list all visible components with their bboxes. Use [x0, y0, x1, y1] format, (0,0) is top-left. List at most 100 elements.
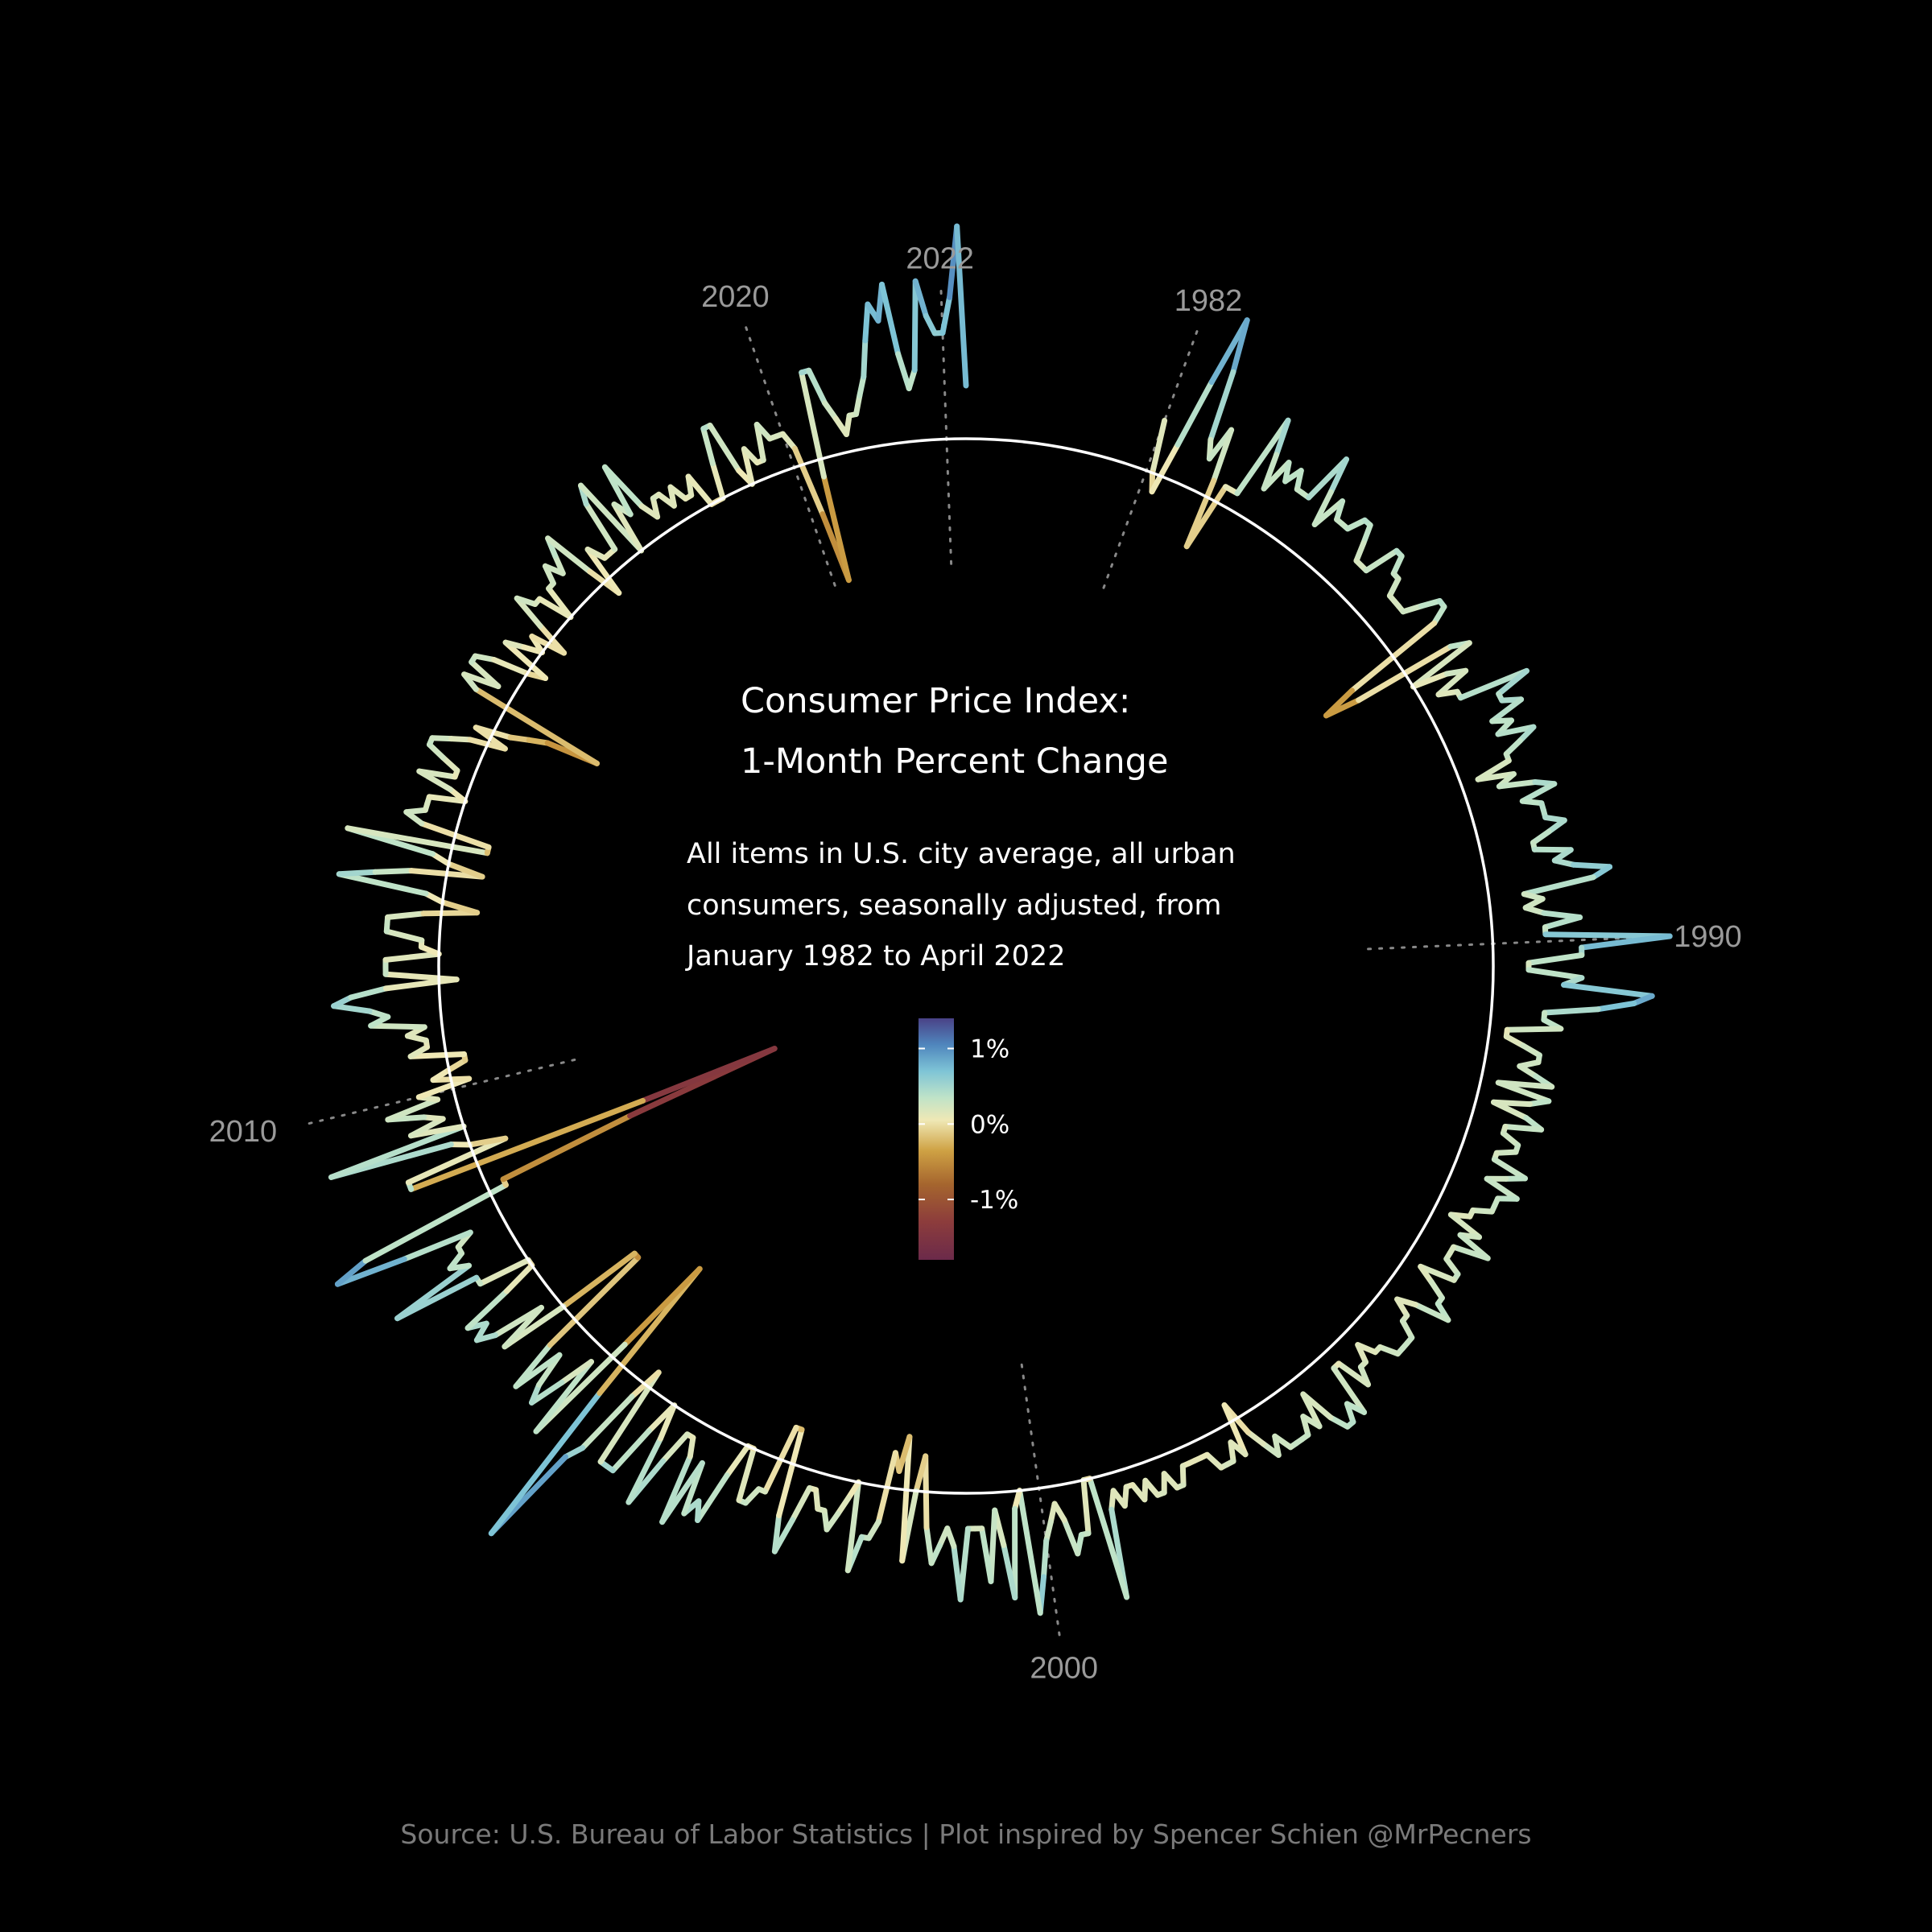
cpi-segment-1987-12 — [1475, 771, 1517, 782]
cpi-segment-1999-11 — [1047, 1501, 1058, 1525]
cpi-segment-2009-6 — [328, 1123, 467, 1180]
chart-title: Consumer Price Index: 1-Month Percent Ch… — [741, 681, 1168, 782]
cpi-segment-1999-2 — [1108, 1488, 1117, 1513]
cpi-segment-2015-9 — [502, 639, 549, 681]
cpi-segment-2005-9 — [488, 1390, 603, 1537]
cpi-segment-2022-3 — [954, 223, 969, 389]
cpi-segment-1983-12 — [1306, 456, 1349, 501]
cpi-segment-1988-2 — [1496, 779, 1538, 790]
color-legend-bar — [919, 1018, 954, 1260]
cpi-data-line — [328, 223, 1673, 1616]
cpi-segment-2000-9 — [979, 1525, 994, 1584]
cpi-segment-1995-4 — [1377, 1344, 1401, 1357]
cpi-segment-2020-1 — [779, 431, 798, 452]
cpi-segment-1997-2 — [1260, 1441, 1282, 1458]
cpi-segment-2011-12 — [383, 928, 425, 943]
cpi-segment-2011-3 — [331, 994, 354, 1009]
cpi-segment-2004-8 — [660, 1431, 691, 1464]
cpi-segment-1982-10 — [1211, 427, 1235, 484]
cpi-segment-2002-8 — [821, 1508, 830, 1533]
cpi-segment-2007-11 — [394, 1262, 472, 1322]
cpi-segment-2002-10 — [813, 1487, 821, 1512]
cpi-segment-2005-11 — [621, 1265, 703, 1348]
cpi-segment-2008-1 — [447, 1250, 464, 1272]
cpi-segment-2021-8 — [906, 367, 918, 391]
year-label-2020: 2020 — [701, 280, 770, 314]
cpi-segment-2006-7 — [513, 1342, 553, 1389]
cpi-segment-2021-3 — [862, 301, 871, 344]
cpi-segment-2000-6 — [1001, 1542, 1018, 1601]
cpi-segment-2003-9 — [736, 1446, 757, 1504]
cpi-segment-1992-12 — [1484, 1175, 1520, 1202]
cpi-segment-2009-11 — [385, 1096, 441, 1123]
cpi-segment-2001-7 — [913, 1453, 929, 1494]
cpi-segment-2006-2 — [559, 1359, 594, 1385]
cpi-segment-2021-1 — [857, 374, 867, 398]
cpi-segment-2019-4 — [707, 423, 742, 474]
cpi-segment-2003-12 — [695, 1472, 730, 1523]
cpi-segment-2002-5 — [845, 1479, 861, 1501]
cpi-segment-2007-6 — [504, 1262, 535, 1294]
cpi-segment-1994-8 — [1412, 1302, 1451, 1323]
cpi-segment-1993-10 — [1451, 1244, 1491, 1261]
cpi-segment-2001-3 — [936, 1525, 951, 1549]
cpi-segment-1984-3 — [1311, 498, 1346, 527]
cpi-segment-1999-4 — [1087, 1476, 1130, 1600]
cpi-segment-2017-1 — [545, 535, 593, 575]
cpi-segment-2002-4 — [844, 1479, 861, 1574]
cpi-segment-2013-9 — [426, 794, 469, 804]
cpi-segment-2009-9 — [421, 1114, 446, 1122]
cpi-segment-1985-10 — [1418, 598, 1443, 609]
cpi-segment-2011-6 — [382, 971, 460, 983]
cpi-segment-2008-12 — [408, 1097, 646, 1192]
cpi-segment-2016-11 — [552, 553, 566, 576]
cpi-segment-1985-12 — [1431, 604, 1447, 626]
cpi-segment-2009-3 — [467, 1135, 509, 1148]
year-labels: 1982 1990 2000 2010 2020 2022 — [209, 242, 1742, 1686]
cpi-segment-1995-10 — [1335, 1360, 1371, 1388]
cpi-segment-2008-6 — [334, 1257, 369, 1287]
year-label-2022: 2022 — [906, 242, 974, 276]
cpi-segment-2015-4 — [469, 659, 502, 690]
cpi-segment-1988-10 — [1530, 828, 1552, 846]
color-legend-ticks: 1% 0% -1% — [919, 1035, 1018, 1215]
cpi-segment-1987-7 — [1495, 724, 1537, 737]
cpi-segment-2004-10 — [625, 1435, 663, 1505]
cpi-segment-2019-2 — [700, 426, 716, 467]
cpi-segment-1984-4 — [1334, 498, 1346, 522]
cpi-segment-2001-5 — [923, 1524, 935, 1567]
cpi-segment-2019-7 — [741, 446, 761, 466]
cpi-segment-1997-3 — [1245, 1429, 1266, 1447]
cpi-segment-2009-2 — [405, 1135, 509, 1186]
cpi-segment-2008-5 — [334, 1256, 407, 1287]
year-label-1990: 1990 — [1674, 920, 1742, 954]
cpi-segment-1989-12 — [1542, 931, 1673, 939]
cpi-segment-2008-7 — [362, 1182, 509, 1264]
cpi-segment-1990-7 — [1561, 981, 1655, 999]
cpi-segment-2006-4 — [529, 1381, 543, 1406]
cpi-segment-2018-7 — [667, 484, 689, 502]
cpi-segment-2015-6 — [472, 653, 497, 663]
cpi-segment-1994-3 — [1418, 1263, 1457, 1283]
cpi-segment-1983-9 — [1294, 468, 1304, 493]
cpi-segment-2011-1 — [366, 1008, 391, 1020]
cpi-segment-2018-10 — [685, 473, 715, 507]
cpi-segment-2011-10 — [418, 943, 442, 957]
cpi-segment-1985-1 — [1363, 547, 1400, 574]
cpi-segment-1985-9 — [1400, 603, 1425, 615]
cpi-segment-1982-12 — [1183, 484, 1228, 550]
cpi-segment-2021-10 — [912, 278, 929, 319]
cpi-segment-2016-7 — [546, 585, 574, 621]
cpi-segment-1987-1 — [1496, 667, 1530, 697]
cpi-segment-2002-12 — [790, 1485, 813, 1523]
cpi-segment-1984-9 — [1360, 522, 1373, 547]
cpi-segment-1994-5 — [1428, 1279, 1445, 1301]
cpi-segment-1992-1 — [1491, 1099, 1530, 1121]
year-label-1982: 1982 — [1174, 284, 1243, 318]
cpi-segment-2021-11 — [923, 313, 938, 336]
cpi-segment-2012-9 — [372, 868, 415, 875]
year-leader-1982 — [1102, 329, 1199, 589]
cpi-segment-1994-12 — [1399, 1318, 1415, 1341]
cpi-segment-1988-4 — [1519, 781, 1558, 804]
cpi-segment-2011-9 — [382, 951, 442, 963]
